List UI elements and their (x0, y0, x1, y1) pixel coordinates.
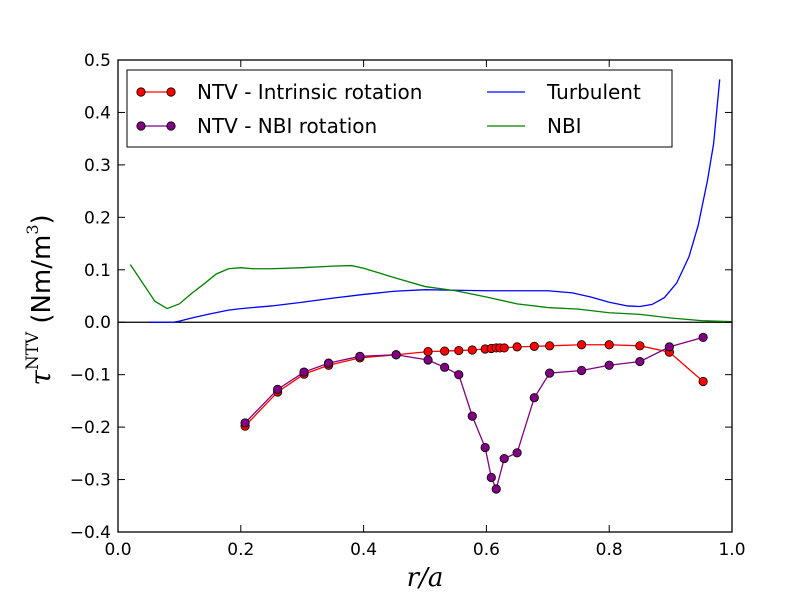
data-point (467, 411, 477, 421)
y-tick-label: 0.2 (84, 208, 111, 228)
legend: NTV - Intrinsic rotation NTV - NBI rotati… (126, 69, 673, 148)
data-point (491, 484, 501, 494)
y-tick-label: 0.0 (84, 313, 111, 333)
data-point (355, 351, 365, 361)
legend-entry: NTV - Intrinsic rotation (136, 80, 422, 104)
data-point (545, 341, 555, 351)
legend-marker (136, 121, 146, 131)
y-axis-label: τNTV(Nm/m3) (23, 214, 57, 385)
data-point (240, 418, 250, 428)
y-tick-label: 0.3 (84, 156, 111, 176)
series-ntv-nbi-rotation (240, 332, 708, 494)
legend-entry: NBI (487, 114, 582, 138)
legend-entry: NTV - NBI rotation (136, 114, 377, 138)
series-nbi (129, 264, 732, 323)
data-point (529, 393, 539, 403)
data-point (440, 346, 450, 356)
legend-entry: Turbulent (487, 80, 641, 104)
legend-box (126, 69, 673, 148)
data-point (499, 453, 509, 464)
x-tick-label: 1.0 (718, 540, 745, 560)
x-tick-label: 0.2 (227, 540, 254, 560)
data-point (698, 376, 708, 387)
data-point (423, 346, 433, 357)
legend-marker (166, 87, 176, 97)
x-tick-label: 0.6 (473, 540, 500, 560)
y-tick-label: 0.1 (84, 261, 111, 281)
legend-label: NTV - Intrinsic rotation (197, 80, 422, 104)
legend-label: NTV - NBI rotation (197, 114, 377, 138)
y-tick-label: −0.4 (70, 523, 111, 543)
series-line-nbi (129, 264, 732, 323)
y-tick-label: 0.4 (84, 103, 111, 123)
data-point (324, 358, 334, 368)
series-line-turbulent (148, 79, 721, 323)
data-point (635, 356, 645, 367)
data-point (698, 332, 708, 343)
x-axis-label: r/a (407, 563, 444, 593)
data-point (635, 341, 645, 351)
data-point (480, 442, 490, 453)
legend-marker (166, 121, 176, 131)
data-point (467, 345, 477, 355)
data-point (664, 342, 674, 352)
y-tick-label: −0.2 (70, 418, 111, 438)
data-point (604, 360, 614, 370)
data-point (273, 384, 283, 394)
data-point (423, 355, 433, 365)
data-point (512, 342, 522, 352)
data-point (512, 448, 522, 458)
x-tick-label: 0.8 (596, 540, 623, 560)
data-point (604, 340, 614, 350)
plot-frame (117, 59, 733, 533)
series-turbulent (148, 79, 721, 323)
y-tick-label: 0.5 (84, 51, 111, 71)
data-point (499, 343, 509, 353)
data-point (576, 365, 587, 376)
data-point (486, 472, 496, 483)
data-point (299, 367, 309, 377)
x-tick-label: 0.0 (104, 540, 131, 560)
data-point (529, 341, 539, 351)
y-tick-label: −0.1 (70, 366, 111, 386)
data-point (454, 370, 464, 380)
series-line-ntv-nbi-rotation (244, 336, 704, 492)
data-point (391, 350, 401, 360)
data-point (454, 345, 464, 356)
data-point (576, 340, 587, 350)
legend-label: NBI (547, 114, 582, 138)
y-tick-label: −0.3 (70, 471, 111, 491)
legend-marker (136, 87, 146, 97)
legend-label: Turbulent (546, 80, 641, 104)
data-point (545, 368, 555, 378)
x-tick-label: 0.4 (350, 540, 377, 560)
data-point (440, 362, 450, 372)
